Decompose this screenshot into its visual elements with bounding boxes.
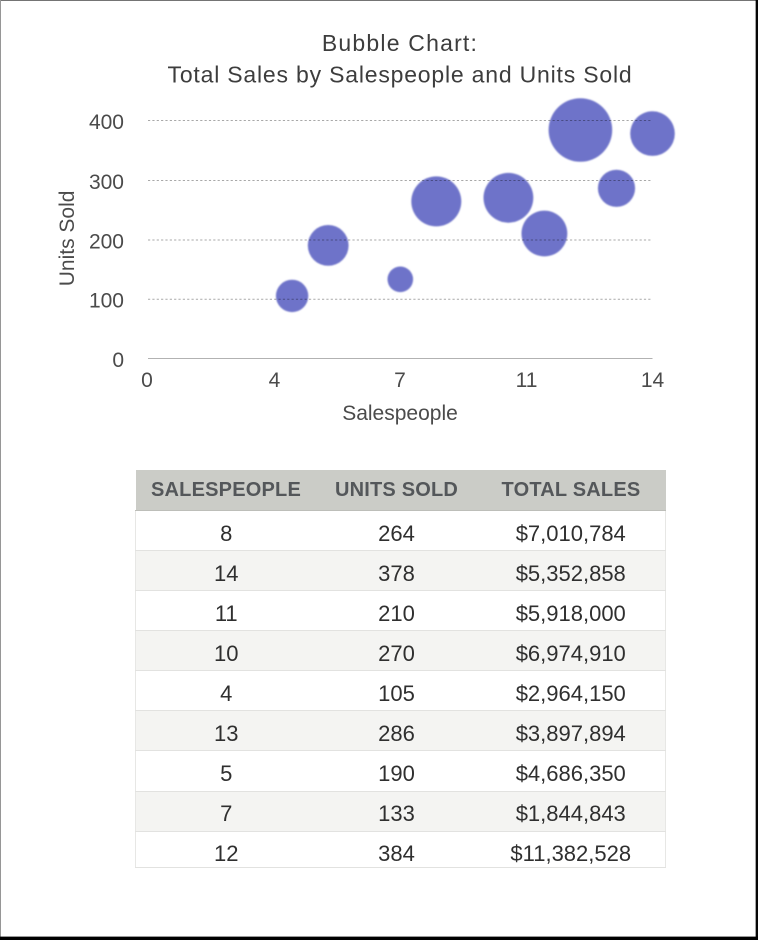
svg-text:11: 11 bbox=[516, 369, 538, 392]
svg-text:7: 7 bbox=[394, 369, 406, 392]
svg-text:0: 0 bbox=[141, 369, 153, 392]
svg-text:14: 14 bbox=[641, 369, 665, 392]
svg-text:0: 0 bbox=[112, 349, 124, 372]
svg-text:Bubble Chart:: Bubble Chart: bbox=[322, 30, 478, 56]
svg-text:400: 400 bbox=[89, 111, 124, 134]
svg-text:200: 200 bbox=[89, 230, 124, 253]
svg-text:Units Sold: Units Sold bbox=[56, 191, 79, 287]
svg-text:4: 4 bbox=[269, 369, 281, 392]
svg-text:Salespeople: Salespeople bbox=[342, 402, 458, 425]
svg-text:Total Sales by Salespeople and: Total Sales by Salespeople and Units Sol… bbox=[168, 62, 633, 88]
svg-text:300: 300 bbox=[89, 171, 124, 194]
svg-text:100: 100 bbox=[89, 290, 124, 313]
